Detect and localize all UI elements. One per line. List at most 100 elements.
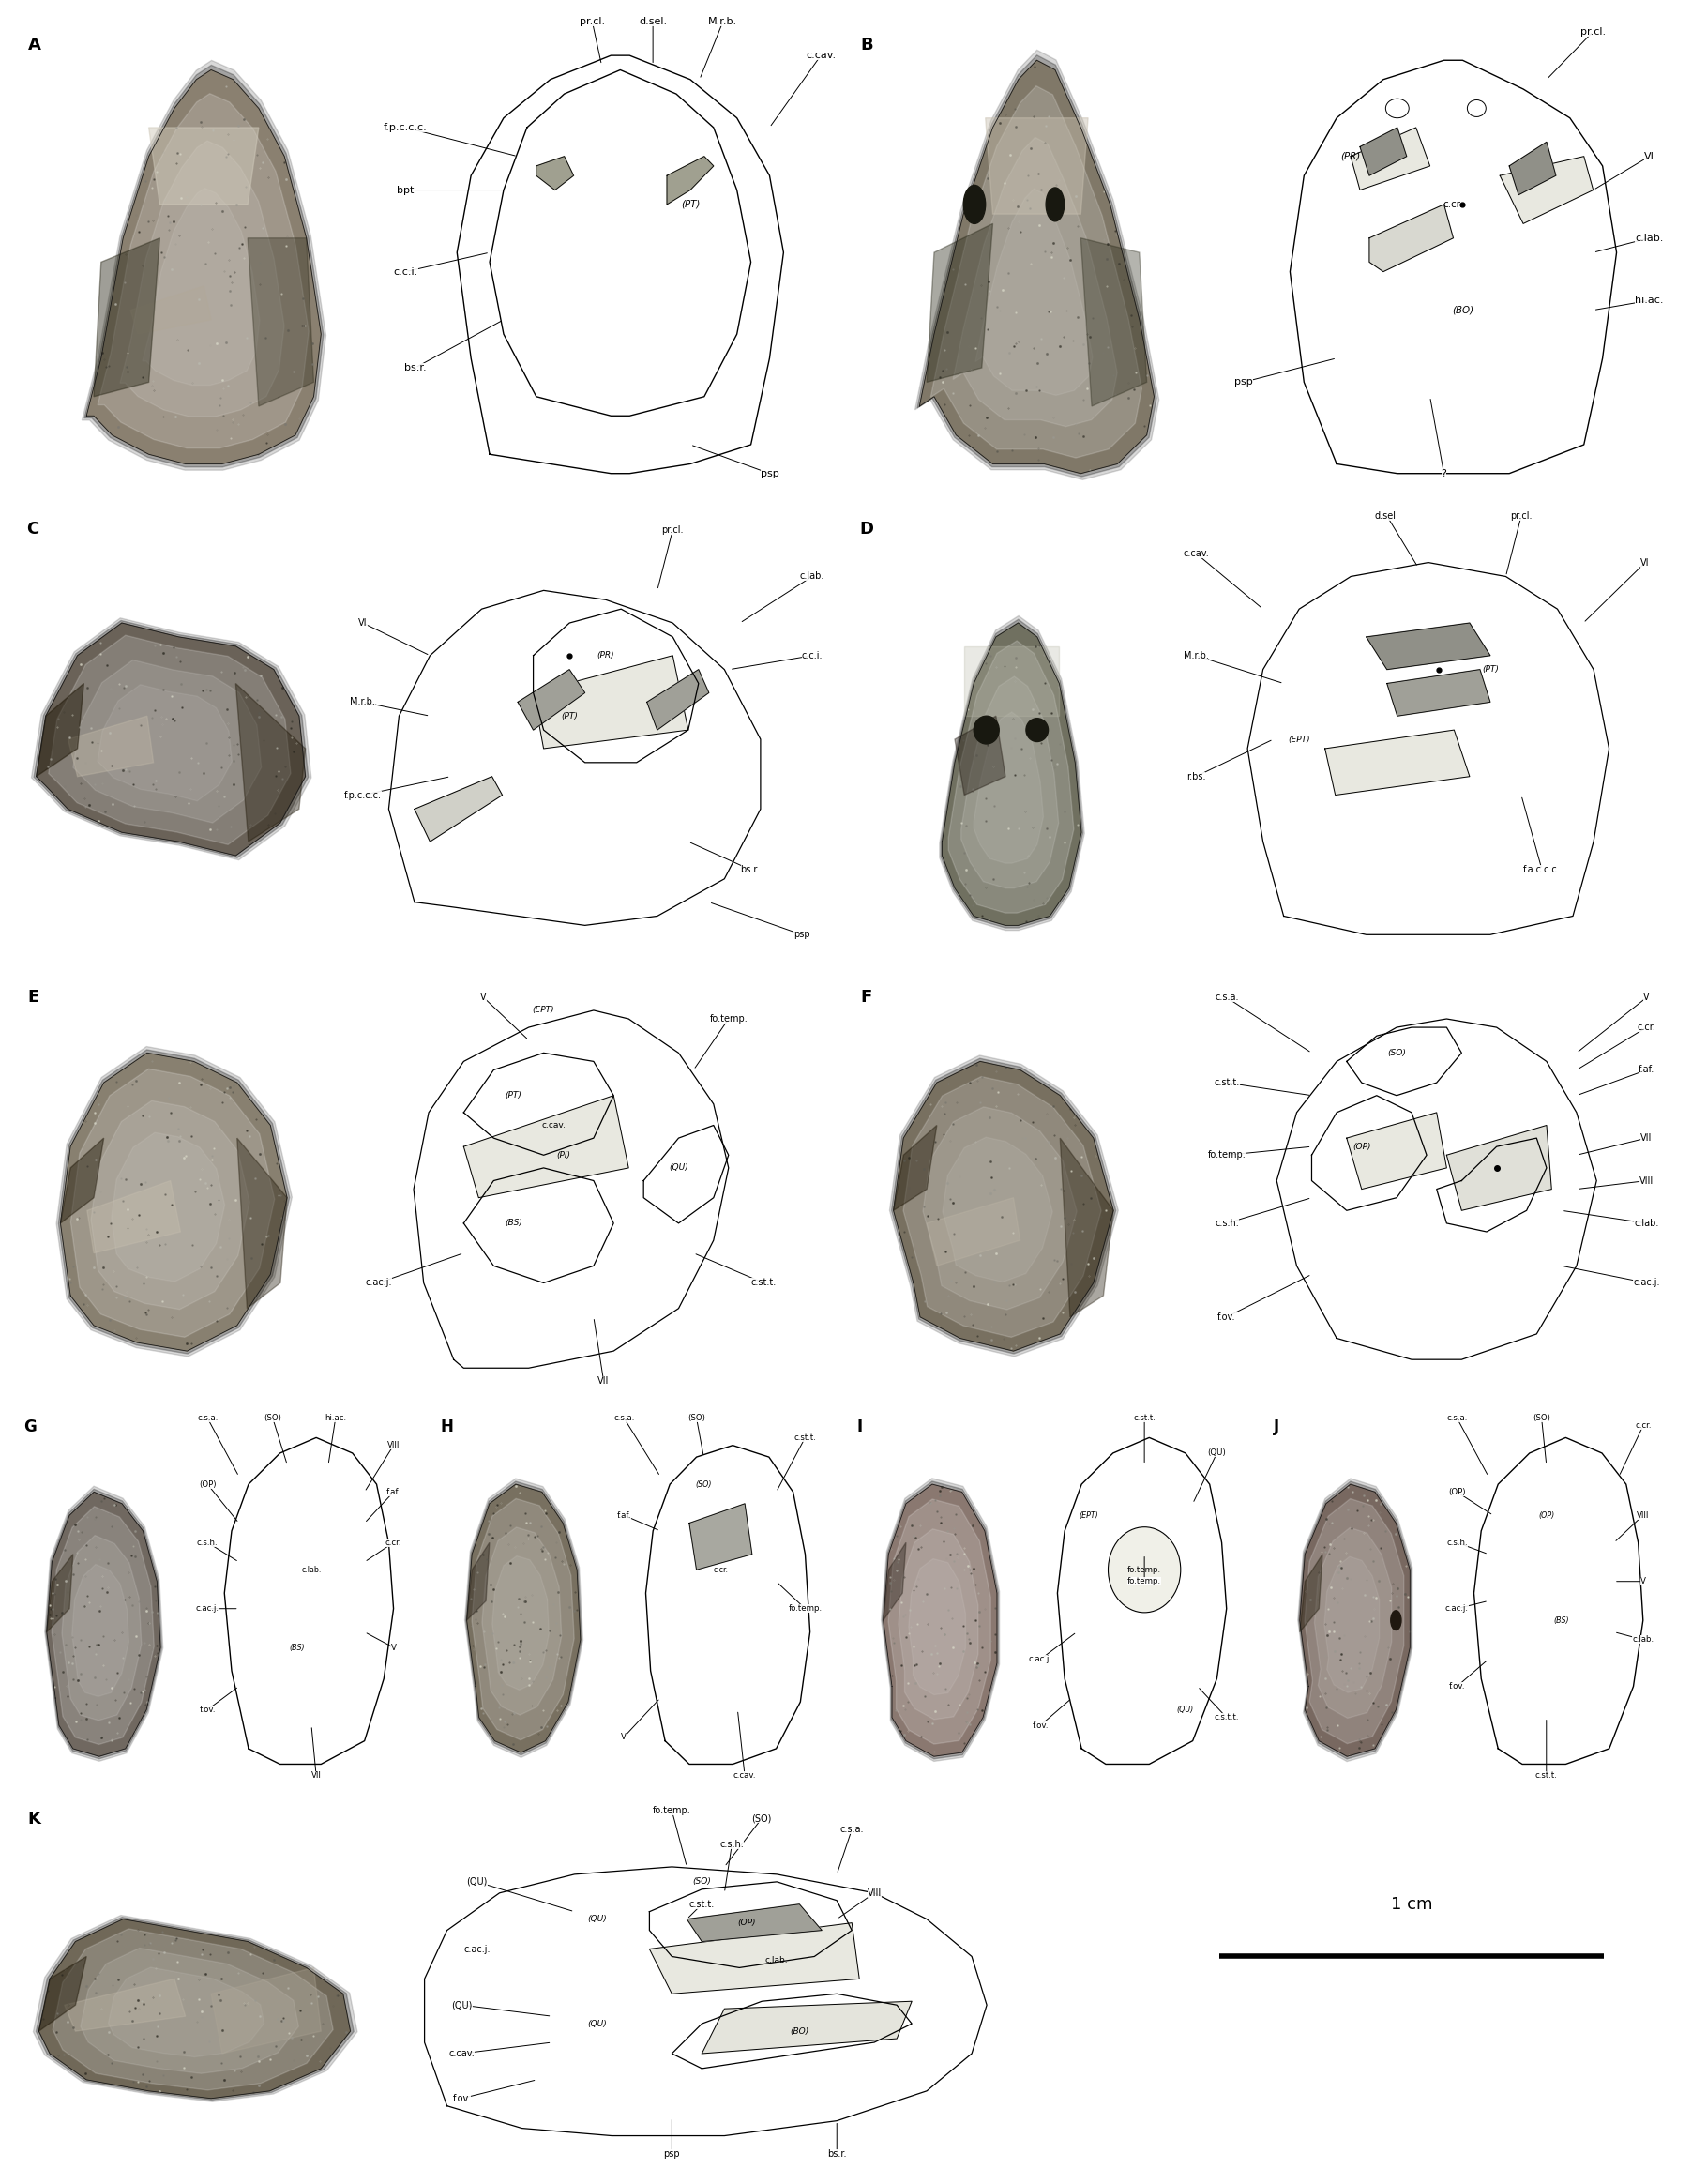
Text: c.st.t.: c.st.t. xyxy=(1214,1079,1239,1088)
Polygon shape xyxy=(65,1979,186,2031)
Text: (OP): (OP) xyxy=(198,1481,217,1489)
Polygon shape xyxy=(212,1968,321,2053)
Polygon shape xyxy=(953,138,1116,426)
Text: (PT): (PT) xyxy=(681,199,700,210)
Polygon shape xyxy=(32,1915,357,2101)
Polygon shape xyxy=(464,1096,628,1197)
Text: f.ov.: f.ov. xyxy=(200,1706,215,1714)
Text: f.ov.: f.ov. xyxy=(1033,1721,1048,1730)
Polygon shape xyxy=(964,646,1060,716)
Text: c.st.t.: c.st.t. xyxy=(1535,1771,1557,1780)
Polygon shape xyxy=(72,1564,128,1697)
Text: I: I xyxy=(857,1417,862,1435)
Polygon shape xyxy=(90,1101,249,1310)
Polygon shape xyxy=(481,1527,562,1714)
Text: (SO): (SO) xyxy=(693,1878,712,1887)
Polygon shape xyxy=(46,1555,73,1631)
Text: c.cr.: c.cr. xyxy=(1444,199,1463,210)
Polygon shape xyxy=(248,238,314,406)
Text: c.cr.: c.cr. xyxy=(714,1566,729,1575)
Polygon shape xyxy=(68,716,154,778)
Polygon shape xyxy=(667,157,714,205)
Text: (PR): (PR) xyxy=(597,651,615,660)
Text: (SO): (SO) xyxy=(1388,1048,1407,1057)
Text: (QU): (QU) xyxy=(1176,1706,1193,1714)
Polygon shape xyxy=(883,1481,999,1758)
Polygon shape xyxy=(97,684,232,802)
Polygon shape xyxy=(46,1489,162,1758)
Text: (QU): (QU) xyxy=(669,1164,688,1173)
Text: c.s.t.t.: c.s.t.t. xyxy=(1214,1712,1239,1721)
Text: VI: VI xyxy=(1640,557,1649,568)
Polygon shape xyxy=(80,1948,299,2073)
Text: c.cr.: c.cr. xyxy=(386,1538,401,1546)
Text: bs.r.: bs.r. xyxy=(828,2149,847,2160)
Polygon shape xyxy=(891,1059,1116,1354)
Polygon shape xyxy=(533,655,688,749)
Text: G: G xyxy=(24,1417,38,1435)
Text: VIII: VIII xyxy=(387,1441,399,1450)
Text: (PI): (PI) xyxy=(556,1151,570,1160)
Polygon shape xyxy=(1366,622,1490,670)
Text: C: C xyxy=(27,520,39,537)
Polygon shape xyxy=(1081,238,1147,406)
Text: c.lab.: c.lab. xyxy=(765,1957,789,1963)
Polygon shape xyxy=(1299,1481,1412,1758)
Text: D: D xyxy=(860,520,874,537)
Text: f.ov.: f.ov. xyxy=(452,2094,471,2103)
Text: f.ov.: f.ov. xyxy=(1449,1682,1465,1690)
Text: c.st.t.: c.st.t. xyxy=(751,1278,777,1289)
Text: c.st.t.: c.st.t. xyxy=(1133,1413,1156,1422)
Text: (BO): (BO) xyxy=(1451,306,1473,314)
Polygon shape xyxy=(893,1061,1113,1352)
Text: B: B xyxy=(860,37,874,52)
Text: VIII: VIII xyxy=(867,1889,881,1898)
Ellipse shape xyxy=(1046,188,1063,221)
Polygon shape xyxy=(927,223,993,382)
Polygon shape xyxy=(1297,1479,1412,1762)
Text: (OP): (OP) xyxy=(1352,1142,1371,1151)
Text: c.c.i.: c.c.i. xyxy=(802,651,823,660)
Text: psp: psp xyxy=(664,2149,679,2160)
Polygon shape xyxy=(517,670,586,729)
Text: c.cav.: c.cav. xyxy=(734,1771,756,1780)
Text: K: K xyxy=(27,1811,41,1828)
Text: hi.ac.: hi.ac. xyxy=(324,1413,347,1422)
Polygon shape xyxy=(949,640,1074,913)
Text: c.s.h.: c.s.h. xyxy=(720,1839,744,1850)
Polygon shape xyxy=(53,1928,333,2090)
Polygon shape xyxy=(1347,1112,1446,1188)
Text: c.st.t.: c.st.t. xyxy=(690,1900,715,1909)
Text: (EPT): (EPT) xyxy=(1079,1511,1099,1520)
Text: VII: VII xyxy=(1640,1133,1652,1142)
Polygon shape xyxy=(58,1051,290,1354)
Polygon shape xyxy=(536,157,574,190)
Ellipse shape xyxy=(1386,98,1408,118)
Text: f.p.c.c.c.: f.p.c.c.c. xyxy=(384,122,427,133)
Polygon shape xyxy=(87,70,321,463)
Text: c.ac.j.: c.ac.j. xyxy=(1446,1605,1468,1612)
Text: pr.cl.: pr.cl. xyxy=(662,526,685,535)
Polygon shape xyxy=(881,1479,1000,1760)
Polygon shape xyxy=(1350,127,1430,190)
Text: c.cr.: c.cr. xyxy=(1637,1022,1656,1033)
Polygon shape xyxy=(889,1055,1118,1356)
Text: (SO): (SO) xyxy=(751,1813,772,1824)
Text: pr.cl.: pr.cl. xyxy=(1581,26,1606,37)
Text: bs.r.: bs.r. xyxy=(741,865,760,874)
Text: c.s.a.: c.s.a. xyxy=(613,1413,635,1422)
Text: E: E xyxy=(27,989,39,1007)
Text: (PT): (PT) xyxy=(505,1092,522,1101)
Polygon shape xyxy=(973,712,1043,863)
Polygon shape xyxy=(1314,1527,1391,1719)
Text: (OP): (OP) xyxy=(737,1918,756,1926)
Polygon shape xyxy=(939,616,1084,930)
Polygon shape xyxy=(415,778,502,841)
Text: VII: VII xyxy=(311,1771,321,1780)
Polygon shape xyxy=(1325,729,1470,795)
Polygon shape xyxy=(1299,1485,1410,1756)
Text: c.lab.: c.lab. xyxy=(302,1566,321,1575)
Polygon shape xyxy=(883,1542,906,1621)
Polygon shape xyxy=(942,1138,1053,1282)
Text: (SO): (SO) xyxy=(265,1413,282,1422)
